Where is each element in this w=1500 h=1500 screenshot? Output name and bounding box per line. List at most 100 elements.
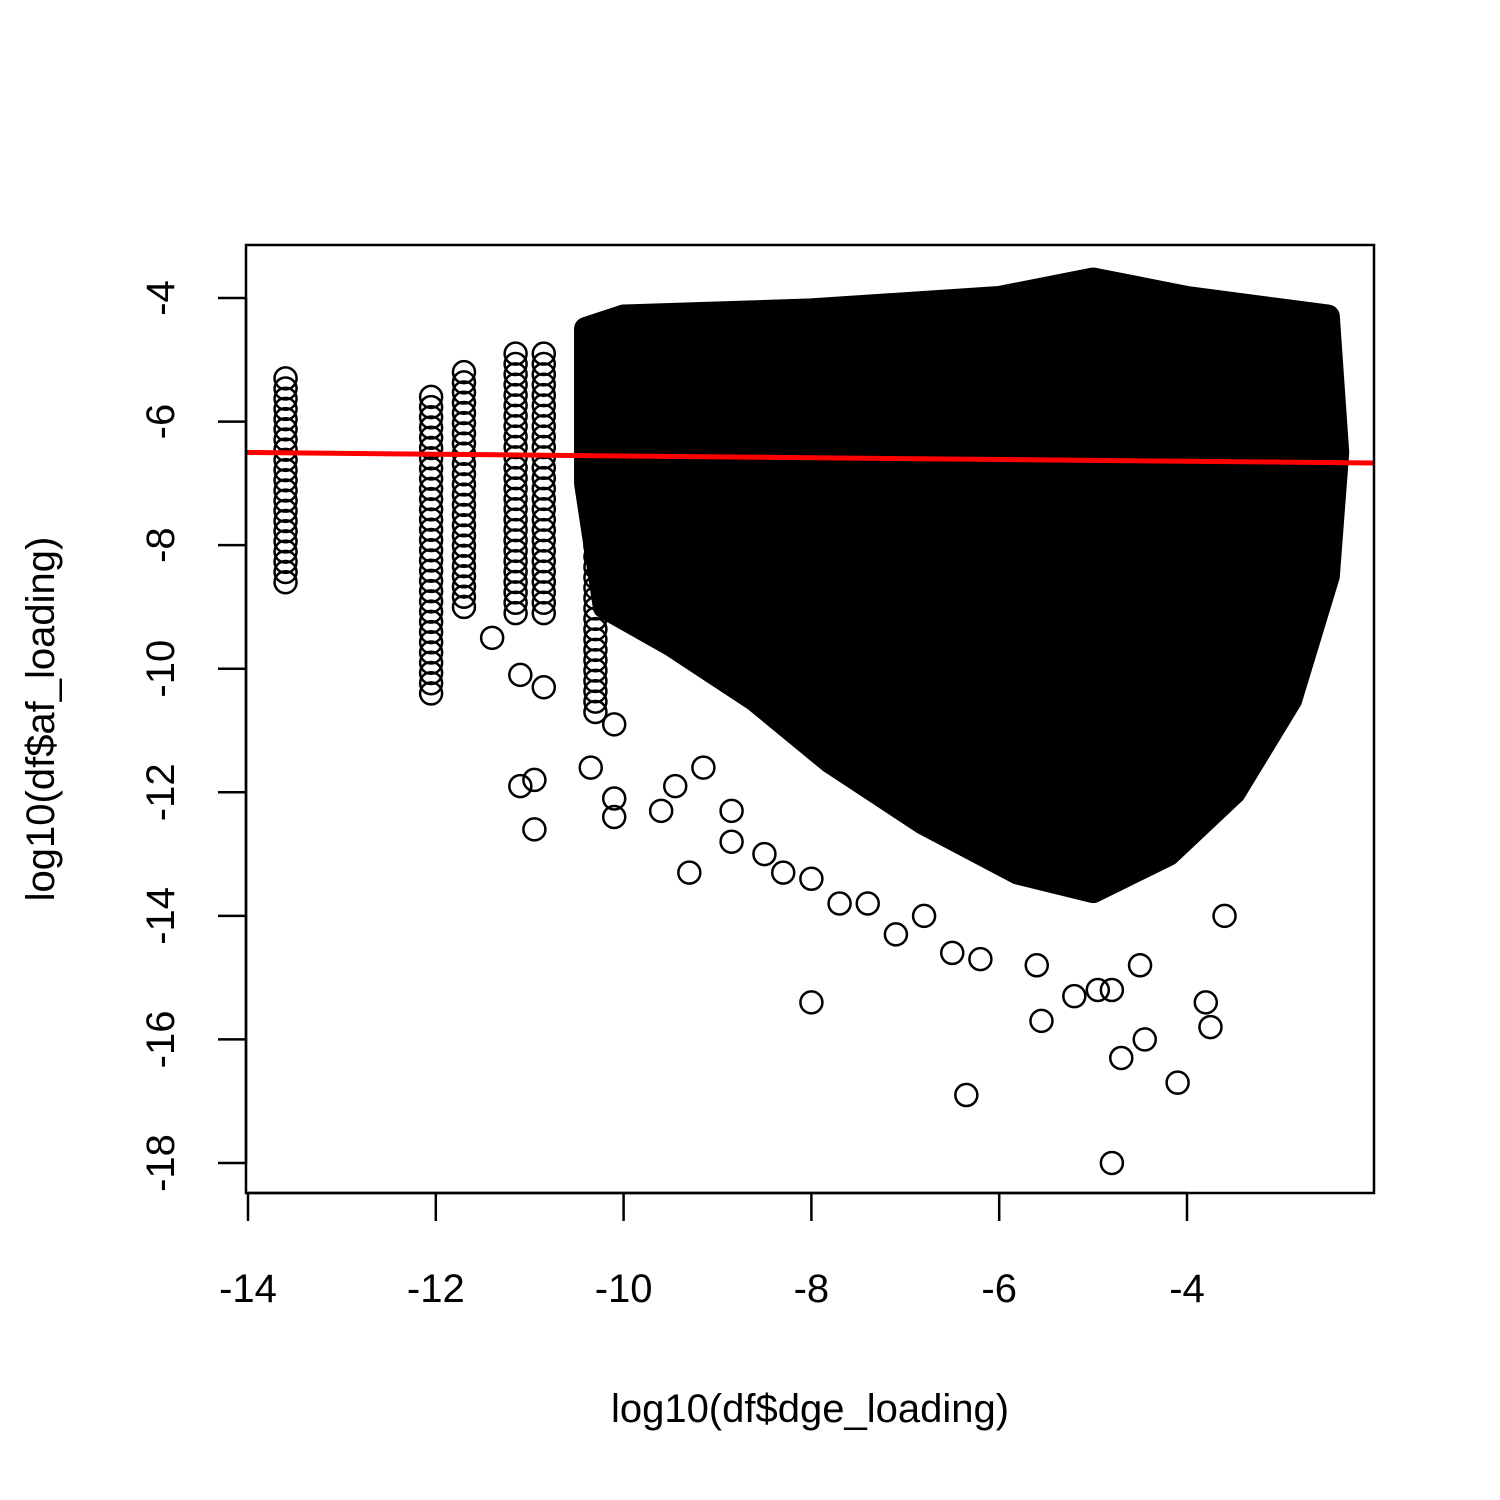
data-point (418, 640, 444, 665)
data-point (451, 461, 477, 487)
data-point (583, 399, 608, 424)
data-point (691, 755, 716, 780)
data-point (583, 585, 608, 611)
data-point (522, 767, 547, 793)
data-point (451, 513, 477, 538)
data-point (451, 543, 477, 569)
data-point (601, 712, 627, 737)
data-point (418, 476, 444, 502)
data-point (583, 668, 608, 694)
data-point (273, 447, 298, 473)
data-point (531, 675, 557, 700)
data-point (451, 359, 477, 385)
data-point (508, 662, 533, 688)
data-point (583, 492, 608, 518)
x-tick-label: -6 (981, 1267, 1017, 1311)
data-point (418, 548, 444, 573)
data-point (418, 394, 444, 420)
data-point (418, 486, 444, 512)
data-point (418, 589, 444, 614)
data-point (418, 507, 444, 532)
data-point (418, 670, 444, 696)
data-point (503, 600, 528, 626)
data-point (273, 437, 298, 462)
y-tick-label: -18 (139, 1134, 183, 1192)
data-point (451, 380, 477, 405)
y-axis-label: log10(df$af_loading) (19, 537, 63, 902)
data-point (273, 457, 298, 483)
data-point (273, 468, 298, 493)
data-point (954, 1082, 979, 1108)
data-point (583, 337, 608, 362)
data-point (273, 386, 298, 411)
data-point (418, 517, 444, 543)
data-point (1029, 1008, 1054, 1034)
data-point (273, 396, 298, 422)
data-point (583, 544, 608, 569)
data-point (451, 410, 477, 436)
x-tick-label: -8 (794, 1267, 830, 1311)
data-point (1085, 977, 1111, 1003)
data-point (1212, 903, 1237, 929)
data-point (418, 568, 444, 594)
data-point (418, 405, 444, 430)
data-point (508, 773, 533, 799)
y-tick-label: -16 (139, 1011, 183, 1069)
data-point (583, 503, 608, 528)
data-point (451, 564, 477, 589)
data-point (1165, 1070, 1190, 1095)
data-point (273, 498, 298, 524)
data-point (531, 600, 557, 626)
data-point (583, 471, 608, 497)
data-point (770, 860, 796, 885)
data-point (451, 482, 477, 507)
data-point (583, 316, 608, 342)
data-point (273, 406, 298, 432)
data-point (583, 616, 608, 642)
data-point (583, 482, 608, 507)
data-point (578, 755, 603, 780)
data-point (583, 461, 608, 487)
y-tick-label: -4 (139, 280, 183, 316)
data-point (451, 594, 477, 620)
data-point (583, 606, 608, 632)
data-point (273, 559, 298, 585)
data-point (583, 513, 608, 538)
data-point (451, 523, 477, 548)
data-point (719, 798, 744, 824)
data-point (1193, 990, 1219, 1015)
data-point (677, 860, 702, 885)
y-axis: -4 -6 -8 -10 -12 -14 -16 -18 (139, 280, 248, 1192)
data-point (451, 390, 477, 416)
data-point (273, 376, 298, 401)
data-point (1198, 1014, 1223, 1040)
data-point (583, 627, 608, 652)
data-point (1127, 953, 1153, 978)
data-point (911, 903, 937, 929)
data-point (583, 679, 608, 704)
data-point (719, 829, 744, 854)
data-point (522, 817, 547, 842)
data-point (1062, 983, 1087, 1009)
data-point (968, 946, 993, 972)
data-point (1132, 1027, 1157, 1052)
data-point (662, 773, 688, 799)
data-point (451, 400, 477, 426)
data-point (583, 647, 608, 673)
regression-line (245, 449, 1375, 466)
data-point (451, 370, 477, 395)
data-point (418, 466, 444, 491)
data-point (752, 841, 777, 867)
data-point (451, 574, 477, 599)
x-axis: -14 -12 -10 -8 -6 -4 (219, 1191, 1205, 1311)
x-tick-label: -12 (407, 1267, 465, 1311)
data-point (583, 389, 608, 414)
data-point (273, 539, 298, 564)
data-point (418, 538, 444, 563)
data-point (451, 553, 477, 579)
data-point (418, 558, 444, 583)
x-tick-label: -10 (595, 1267, 653, 1311)
data-point (583, 596, 608, 621)
data-point (451, 502, 477, 528)
